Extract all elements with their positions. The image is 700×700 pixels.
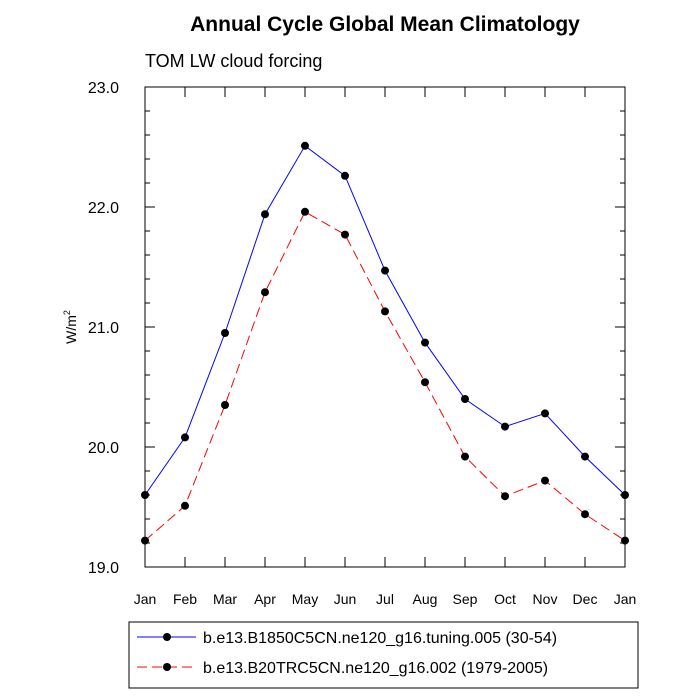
series-2-point xyxy=(501,492,509,501)
series-2-point xyxy=(621,536,629,545)
x-tick-label: Oct xyxy=(494,591,516,607)
legend-label-2: b.e13.B20TRC5CN.ne120_g16.002 (1979-2005… xyxy=(203,660,548,677)
series-line-2 xyxy=(144,211,626,542)
series-1-point xyxy=(581,452,589,461)
series-2-point xyxy=(581,510,589,519)
series-1-point xyxy=(461,395,469,403)
x-tick-label: Mar xyxy=(213,591,237,607)
series-2-point xyxy=(181,501,189,510)
series-1-point xyxy=(621,491,629,499)
y-axis-label-superscript: 2 xyxy=(62,310,72,315)
legend-box xyxy=(128,621,639,689)
legend-label-1: b.e13.B1850C5CN.ne120_g16.tuning.005 (30… xyxy=(203,630,557,647)
series-1-point xyxy=(381,266,389,275)
series-2-point xyxy=(141,536,149,545)
y-axis-label: W/m2 xyxy=(62,310,79,344)
series-2-point xyxy=(381,307,389,316)
series-1-point xyxy=(221,329,229,337)
series-layer xyxy=(141,141,629,545)
chart-subtitle: TOM LW cloud forcing xyxy=(145,51,322,71)
series-1-point xyxy=(181,433,189,442)
x-tick-label: Jan xyxy=(134,591,157,607)
y-tick-label: 19.0 xyxy=(88,560,119,577)
series-1-point xyxy=(141,491,149,499)
x-tick-label: Nov xyxy=(533,591,558,607)
series-2-point xyxy=(461,452,469,461)
series-1-point xyxy=(261,210,269,219)
axes: 19.0 20.0 21.0 22.0 23.0 Jan Feb Mar Apr May Jun Ju… xyxy=(88,80,636,607)
legend-marker-2 xyxy=(163,663,171,671)
series-2-point xyxy=(221,401,229,409)
series-2-point xyxy=(301,207,309,216)
series-2-point xyxy=(421,378,429,387)
y-tick-label: 23.0 xyxy=(88,80,119,97)
series-1-point xyxy=(301,141,309,150)
y-tick-label: 20.0 xyxy=(88,440,119,457)
y-axis-label-text: W/m xyxy=(63,315,79,344)
series-2-point xyxy=(261,288,269,297)
series-1-point xyxy=(501,422,509,431)
series-2-point xyxy=(341,230,349,239)
legend-marker-1 xyxy=(163,633,171,641)
x-tick-label: Jan xyxy=(614,591,637,607)
series-1-point xyxy=(421,338,429,347)
x-tick-label: Feb xyxy=(173,591,197,607)
chart-title: Annual Cycle Global Mean Climatology xyxy=(190,13,580,36)
legend: b.e13.B1850C5CN.ne120_g16.tuning.005 (30… xyxy=(128,621,639,689)
x-tick-label: Apr xyxy=(254,591,276,607)
x-tick-label: May xyxy=(292,591,318,607)
x-tick-label: Jun xyxy=(334,591,357,607)
y-tick-label: 21.0 xyxy=(88,320,119,337)
svg-text:W/m2: W/m2 xyxy=(62,310,79,344)
y-tick-label: 22.0 xyxy=(88,200,119,217)
series-line-1 xyxy=(144,145,626,496)
x-tick-label: Sep xyxy=(453,591,478,607)
legend-entries: b.e13.B1850C5CN.ne120_g16.tuning.005 (30… xyxy=(137,630,557,677)
x-tick-label: Jul xyxy=(376,591,394,607)
plot-frame xyxy=(144,86,626,568)
series-1-point xyxy=(341,171,349,180)
series-1-point xyxy=(541,409,549,418)
series-2-point xyxy=(541,476,549,485)
x-tick-label: Aug xyxy=(413,591,438,607)
x-tick-label: Dec xyxy=(573,591,598,607)
